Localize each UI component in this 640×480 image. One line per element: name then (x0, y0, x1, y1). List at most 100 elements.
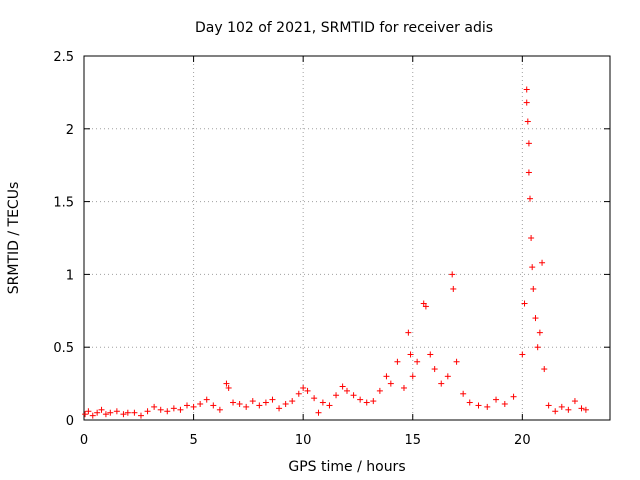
data-point (82, 411, 89, 418)
data-point (120, 411, 127, 418)
data-point (519, 351, 526, 358)
data-point (539, 259, 546, 266)
data-point (131, 409, 138, 416)
chart-title: Day 102 of 2021, SRMTID for receiver adi… (195, 20, 493, 36)
data-point (177, 406, 184, 413)
y-tick-label: 1.5 (53, 196, 74, 211)
plot-frame (83, 55, 611, 421)
data-point (414, 358, 421, 365)
data-point (525, 169, 532, 176)
data-point (400, 384, 407, 391)
data-point (521, 300, 528, 307)
data-point (295, 390, 302, 397)
data-point (216, 406, 223, 413)
data-point (449, 271, 456, 278)
data-point (170, 405, 177, 412)
y-tick-label: 0 (66, 414, 74, 429)
data-point (197, 400, 204, 407)
data-point (536, 329, 543, 336)
data-point (102, 411, 109, 418)
data-point (541, 366, 548, 373)
y-tick-label: 2 (66, 123, 74, 138)
data-point (319, 399, 326, 406)
data-point (333, 392, 340, 399)
data-point (582, 406, 589, 413)
data-point (427, 351, 434, 358)
data-point (326, 402, 333, 409)
data-point (282, 400, 289, 407)
data-point (475, 402, 482, 409)
data-point (164, 408, 171, 415)
data-point (409, 373, 416, 380)
data-point (376, 387, 383, 394)
data-point (558, 403, 565, 410)
data-point (289, 398, 296, 405)
data-point (530, 285, 537, 292)
y-tick-label: 1 (66, 268, 74, 283)
data-point (444, 373, 451, 380)
data-point (383, 373, 390, 380)
grid-layer (84, 56, 610, 420)
y-tick-label: 0.5 (53, 341, 74, 356)
data-point (527, 195, 534, 202)
data-point (394, 358, 401, 365)
data-point (431, 366, 438, 373)
data-point (223, 380, 230, 387)
data-point (304, 387, 311, 394)
data-point (243, 403, 250, 410)
data-point (501, 400, 508, 407)
data-point (545, 402, 552, 409)
data-point (523, 99, 530, 106)
data-point (236, 400, 243, 407)
data-point (249, 398, 256, 405)
x-axis-label: GPS time / hours (288, 459, 405, 475)
x-tick-label: 0 (80, 433, 88, 448)
data-point (357, 396, 364, 403)
data-point (525, 140, 532, 147)
x-tick-label: 5 (189, 433, 197, 448)
data-point (571, 398, 578, 405)
data-point (300, 384, 307, 391)
data-point (387, 380, 394, 387)
y-tick-label: 2.5 (53, 50, 74, 65)
data-point (124, 409, 131, 416)
x-tick-label: 10 (295, 433, 312, 448)
data-point (151, 403, 158, 410)
x-tick-label: 20 (514, 433, 531, 448)
data-point (210, 402, 217, 409)
data-point (225, 384, 232, 391)
data-point (89, 412, 96, 419)
data-point (510, 393, 517, 400)
data-point (113, 408, 120, 415)
data-point (524, 118, 531, 125)
y-axis-label: SRMTID / TECUs (6, 182, 22, 295)
data-point (262, 399, 269, 406)
data-point (107, 409, 114, 416)
data-point (532, 315, 539, 322)
data-point (350, 392, 357, 399)
data-point (453, 358, 460, 365)
data-point (157, 406, 164, 413)
data-point (98, 406, 105, 413)
data-point (315, 409, 322, 416)
data-point (344, 387, 350, 394)
data-point (528, 235, 535, 241)
data-point (276, 405, 283, 412)
data-point (438, 380, 445, 387)
data-point (484, 403, 491, 410)
data-point (370, 398, 377, 405)
data-point (311, 395, 318, 402)
data-point (85, 408, 92, 415)
data-point (565, 406, 572, 413)
data-point (203, 396, 210, 403)
data-point (230, 399, 237, 406)
data-point (460, 390, 467, 397)
tick-layer: 0 5 10 15 20 0 0.5 1 1.5 2 2.5 (53, 50, 610, 448)
data-point (552, 408, 559, 415)
data-point (256, 402, 263, 409)
data-point (184, 402, 191, 409)
data-point (523, 86, 530, 93)
data-point (529, 264, 536, 271)
data-point (144, 408, 151, 415)
data-point (407, 351, 414, 358)
